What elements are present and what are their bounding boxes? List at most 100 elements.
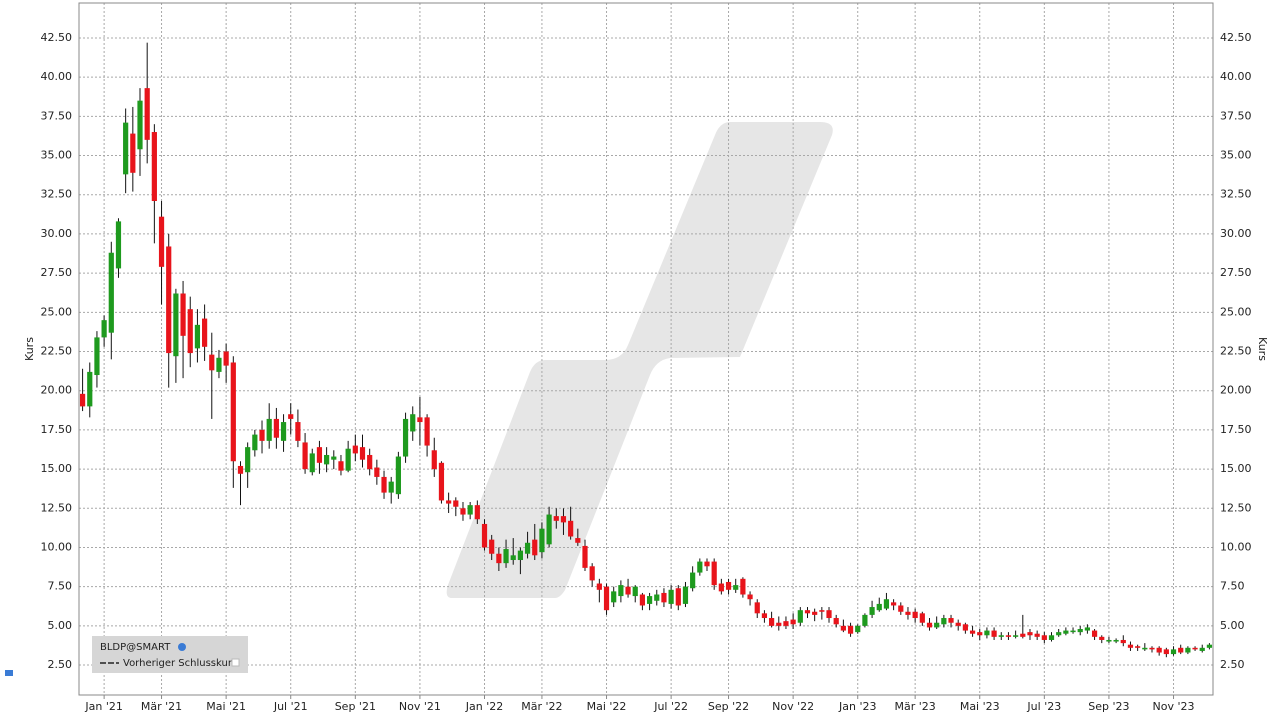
y-tick-label: 32.50 (41, 188, 73, 201)
y-tick-label: 5.00 (48, 619, 73, 632)
x-tick-label: Jul '23 (1026, 700, 1061, 713)
candle-body (316, 447, 323, 463)
y2-tick-label: 12.50 (1220, 501, 1252, 514)
candle-body (1077, 628, 1083, 633)
candle-body (1170, 649, 1177, 655)
candle-body (1056, 632, 1062, 636)
candle-body (632, 586, 638, 597)
candle-body (804, 610, 811, 614)
y-tick-label: 22.50 (41, 345, 73, 358)
candle-body (1084, 627, 1090, 631)
candle-body (324, 454, 330, 465)
y2-tick-label: 37.50 (1220, 109, 1252, 122)
candle-body (639, 594, 646, 606)
y2-tick-label: 7.50 (1220, 580, 1245, 593)
x-tick-label: Nov '21 (399, 700, 441, 713)
candle-body (288, 414, 294, 419)
x-tick-label: Jan '23 (838, 700, 876, 713)
candle-body (998, 635, 1004, 637)
candle-body (331, 456, 337, 460)
candle-body (1178, 647, 1184, 653)
y2-tick-label: 22.50 (1220, 345, 1252, 358)
x-tick-label: Sep '23 (1088, 700, 1129, 713)
candle-body (790, 619, 796, 625)
x-tick-label: Sep '21 (335, 700, 376, 713)
candle-body (905, 611, 911, 615)
candle-body (395, 456, 401, 495)
candle-body (87, 371, 93, 407)
candle-body (618, 585, 624, 597)
candle-body (776, 622, 782, 626)
candle-body (237, 465, 244, 474)
candle-body (919, 613, 925, 623)
candle-body (158, 216, 165, 267)
y-tick-label: 10.00 (41, 540, 73, 553)
candle-body (1027, 632, 1033, 636)
grid (79, 3, 1213, 695)
y2-tick-label: 20.00 (1220, 384, 1252, 397)
x-tick-label: Mai '22 (587, 700, 627, 713)
candle-body (252, 434, 258, 451)
x-tick-label: Nov '22 (772, 700, 814, 713)
candle-body (388, 481, 394, 493)
candle-body (524, 542, 531, 554)
candle-body (460, 508, 466, 515)
candle-body (266, 418, 272, 441)
candle-body (194, 324, 201, 349)
y2-tick-label: 25.00 (1220, 305, 1252, 318)
candle-body (187, 309, 193, 354)
x-tick-label: Nov '23 (1153, 700, 1195, 713)
candle-body (747, 594, 753, 600)
candle-body (209, 354, 215, 371)
candle-body (1163, 649, 1169, 655)
y-tick-label: 27.50 (41, 266, 73, 279)
x-tick-label: Mär '21 (141, 700, 182, 713)
candle-body (446, 500, 452, 504)
x-tick-label: Jan '22 (465, 700, 503, 713)
y2-tick-label: 2.50 (1220, 658, 1245, 671)
candle-body (833, 618, 839, 625)
candle-body (309, 453, 315, 473)
y2-tick-label: 30.00 (1220, 227, 1252, 240)
candle-body (955, 622, 961, 626)
candle-body (1034, 633, 1040, 637)
candle-body (661, 592, 667, 603)
candle-body (740, 578, 746, 595)
candle-body (847, 625, 854, 634)
x-tick-label: Jan '21 (84, 700, 122, 713)
candle-body (654, 594, 660, 601)
candle-body (797, 610, 803, 623)
candle-body (697, 561, 703, 573)
y-tick-label: 15.00 (41, 462, 73, 475)
candle-body (883, 599, 890, 609)
candle-body (1091, 630, 1098, 637)
candle-body (101, 320, 107, 338)
y-tick-label: 12.50 (41, 501, 73, 514)
candle-body (410, 414, 416, 432)
candle-body (94, 337, 100, 376)
candle-body (1127, 644, 1134, 648)
candle-body (216, 357, 222, 372)
candle-body (1106, 639, 1112, 642)
candle-body (560, 516, 567, 523)
candle-body (474, 505, 480, 520)
candle-body (481, 523, 488, 548)
candle-body (1192, 647, 1198, 650)
y-tick-label: 25.00 (41, 305, 73, 318)
candle-body (553, 516, 559, 521)
legend-box (92, 636, 248, 673)
candle-body (718, 583, 724, 592)
x-tick-label: Mär '23 (895, 700, 936, 713)
candle-body (352, 445, 358, 454)
candle-body (962, 624, 968, 631)
y2-tick-label: 5.00 (1220, 619, 1245, 632)
legend-checkbox[interactable] (231, 658, 240, 667)
y-tick-label: 37.50 (41, 109, 73, 122)
legend-symbol: BLDP@SMART (100, 642, 171, 653)
candle-body (733, 585, 739, 590)
candle-body (1135, 646, 1141, 648)
candle-body (611, 591, 617, 603)
candle-body (144, 88, 150, 140)
candle-body (926, 622, 933, 628)
candle-body (417, 417, 423, 423)
